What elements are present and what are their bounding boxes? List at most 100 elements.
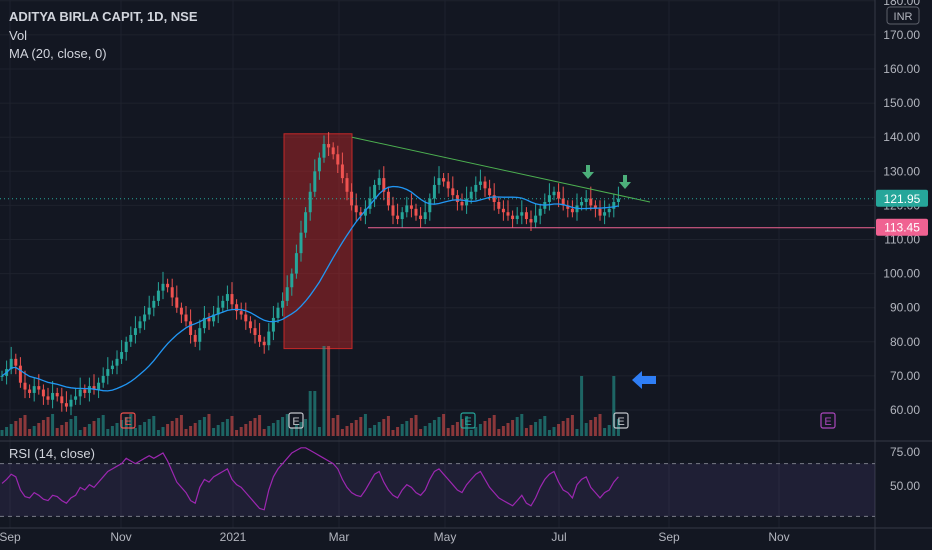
candle-body xyxy=(561,198,565,206)
volume-bar xyxy=(570,415,574,436)
volume-bar xyxy=(304,419,308,436)
candle-body xyxy=(74,396,78,400)
trendline[interactable] xyxy=(351,136,651,203)
candle-body xyxy=(41,389,45,397)
volume-bar xyxy=(327,346,331,436)
volume-bar xyxy=(552,427,556,436)
volume-bar xyxy=(179,415,183,436)
time-tick-label: May xyxy=(434,530,457,544)
volume-bar xyxy=(23,415,27,436)
volume-bar xyxy=(451,425,455,436)
candle-body xyxy=(308,191,312,213)
candle-body xyxy=(156,290,160,301)
volume-legend[interactable]: Vol xyxy=(9,28,28,43)
volume-bar xyxy=(308,391,312,436)
earnings-marker-label: E xyxy=(464,416,471,428)
earnings-marker-label: E xyxy=(292,416,299,428)
candle-body xyxy=(18,365,22,383)
volume-bar xyxy=(566,418,570,436)
volume-bar xyxy=(37,423,41,436)
earnings-marker-label: E xyxy=(824,416,831,428)
volume-bar xyxy=(271,423,275,436)
candle-body xyxy=(244,314,248,322)
symbol-title[interactable]: ADITYA BIRLA CAPIT, 1D, NSE xyxy=(9,9,198,24)
earnings-marker[interactable] xyxy=(288,412,304,429)
candle-body xyxy=(239,311,243,315)
volume-bar xyxy=(124,417,128,436)
volume-bar xyxy=(336,415,340,436)
last-price-tag xyxy=(876,189,928,207)
volume-bar xyxy=(106,429,110,436)
candle-body xyxy=(129,334,133,342)
candle-body xyxy=(184,314,188,322)
candle-body xyxy=(267,331,271,346)
volume-bar xyxy=(0,430,4,436)
candle-body xyxy=(230,294,234,305)
rsi-legend[interactable]: RSI (14, close) xyxy=(9,446,95,461)
volume-bar xyxy=(589,420,593,436)
candle-body xyxy=(235,304,239,312)
volume-bar xyxy=(110,426,114,436)
volume-bar xyxy=(409,418,413,436)
volume-bar xyxy=(547,430,551,436)
currency-badge[interactable] xyxy=(886,6,920,25)
candle-body xyxy=(37,386,41,390)
candle-body xyxy=(32,386,36,393)
volume-bar xyxy=(575,429,579,436)
candle-body xyxy=(28,389,32,393)
volume-bar xyxy=(161,427,165,436)
volume-bar xyxy=(391,430,395,436)
candle-body xyxy=(55,392,59,397)
volume-bar xyxy=(55,428,59,436)
price-tick-label: 70.00 xyxy=(890,369,920,383)
candle-body xyxy=(557,191,561,199)
rsi-line xyxy=(1,447,619,511)
candle-body xyxy=(322,144,326,158)
volume-bar xyxy=(184,429,188,436)
candle-body xyxy=(607,208,611,213)
candle-body xyxy=(221,300,225,308)
volume-bar xyxy=(423,426,427,436)
candle-body xyxy=(520,212,524,216)
volume-bar xyxy=(405,421,409,436)
candle-body xyxy=(350,191,354,206)
rsi-tick-label: 50.00 xyxy=(890,479,920,493)
volume-bar xyxy=(235,430,239,436)
earnings-marker[interactable] xyxy=(613,412,629,429)
candle-body xyxy=(276,307,280,318)
volume-bar xyxy=(225,419,229,436)
candle-body xyxy=(271,317,275,332)
earnings-marker[interactable] xyxy=(820,412,836,429)
last-price-value: 121.95 xyxy=(884,192,921,206)
volume-bar xyxy=(46,417,50,436)
volume-bar xyxy=(400,424,404,436)
candle-body xyxy=(377,178,381,185)
volume-bar xyxy=(87,424,91,436)
volume-bar xyxy=(129,414,133,436)
volume-bar xyxy=(580,376,584,436)
candle-body xyxy=(51,392,55,400)
volume-bar xyxy=(478,424,482,436)
volume-bar xyxy=(156,430,160,436)
candle-body xyxy=(202,317,206,329)
volume-bar xyxy=(313,391,317,436)
earnings-marker[interactable] xyxy=(120,412,136,429)
candle-body xyxy=(455,195,459,202)
volume-bar xyxy=(437,417,441,436)
volume-bar xyxy=(442,414,446,436)
earnings-marker[interactable] xyxy=(460,412,476,429)
volume-bar xyxy=(538,419,542,436)
volume-bar xyxy=(515,417,519,436)
candle-body xyxy=(474,184,478,192)
volume-bar xyxy=(133,428,137,436)
volume-bar xyxy=(262,429,266,436)
candle-body xyxy=(285,287,289,301)
price-tick-label: 140.00 xyxy=(883,130,920,144)
ma-legend[interactable]: MA (20, close, 0) xyxy=(9,46,107,61)
price-tick-label: 180.00 xyxy=(883,0,920,8)
volume-bar xyxy=(428,423,432,436)
candle-body xyxy=(345,178,349,192)
candle-body xyxy=(423,212,427,220)
